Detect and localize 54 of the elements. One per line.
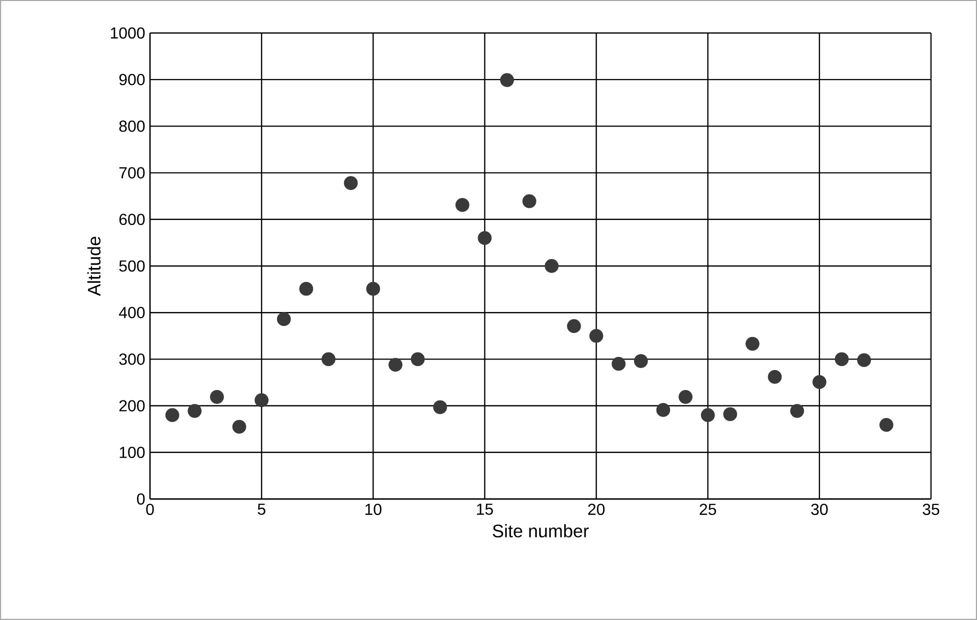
point	[322, 352, 336, 366]
x-tick-label: 35	[922, 504, 940, 516]
point	[879, 418, 894, 432]
point	[232, 420, 246, 434]
x-tick-label: 25	[700, 504, 716, 516]
y-tick-label: 400	[118, 306, 145, 318]
point	[344, 176, 358, 190]
point	[433, 400, 448, 414]
point	[366, 282, 380, 296]
point	[276, 312, 291, 326]
point	[500, 73, 514, 87]
point	[812, 375, 826, 389]
x-axis-title: Site number	[492, 524, 589, 538]
point	[834, 352, 849, 366]
x-tick-label: 10	[365, 504, 382, 516]
y-tick-label: 1000	[110, 27, 145, 39]
y-tick-label: 0	[137, 493, 145, 505]
y-tick-label: 100	[120, 446, 145, 458]
y-tick-label: 500	[119, 260, 145, 272]
y-tick-label: 200	[119, 400, 145, 412]
point	[455, 198, 470, 212]
y-tick-label: 300	[119, 354, 145, 365]
point	[700, 408, 715, 422]
point	[790, 404, 804, 418]
y-tick-label: 700	[119, 167, 145, 178]
point	[544, 259, 559, 273]
point	[165, 408, 180, 422]
y-tick-label: 800	[119, 120, 145, 132]
y-tick-label: 600	[119, 214, 145, 226]
point	[634, 354, 648, 368]
point	[656, 403, 670, 417]
point	[612, 356, 626, 371]
point	[388, 358, 402, 372]
point	[478, 231, 492, 245]
x-tick-label: 30	[811, 504, 828, 516]
point	[857, 353, 871, 368]
point	[254, 393, 269, 408]
point	[589, 328, 604, 343]
point	[299, 282, 314, 296]
point	[746, 336, 760, 351]
point	[723, 407, 738, 422]
x-tick-label: 20	[588, 504, 605, 516]
x-tick-label: 15	[477, 504, 493, 515]
point	[522, 194, 536, 208]
point	[210, 390, 224, 404]
y-axis-title: Altitude	[87, 236, 101, 296]
point	[410, 352, 425, 366]
y-tick-label: 900	[119, 74, 145, 86]
point	[678, 390, 692, 404]
point	[567, 319, 581, 334]
point	[188, 404, 202, 418]
x-tick-label: 0	[146, 504, 154, 516]
x-tick-label: 5	[258, 504, 266, 515]
point	[768, 370, 782, 384]
